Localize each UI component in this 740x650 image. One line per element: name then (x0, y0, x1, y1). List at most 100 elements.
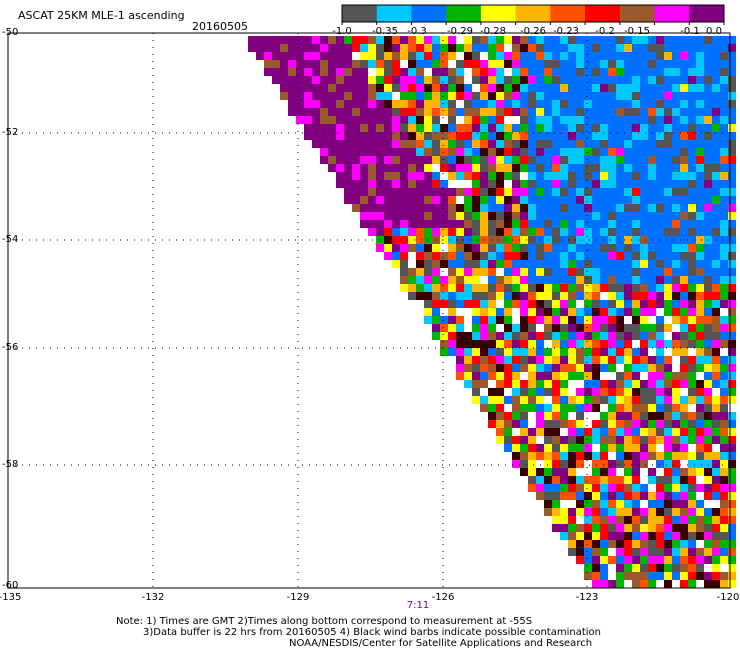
swath-cell (728, 556, 736, 564)
swath-cell (656, 284, 664, 292)
swath-cell (400, 172, 408, 180)
swath-cell (480, 140, 488, 148)
swath-cell (656, 276, 664, 284)
swath-cell (448, 68, 456, 76)
swath-cell (560, 164, 568, 172)
swath-cell (504, 164, 512, 172)
swath-cell (472, 52, 480, 60)
swath-cell (720, 444, 728, 452)
swath-cell (552, 516, 560, 524)
swath-cell (544, 428, 552, 436)
swath-cell (424, 188, 432, 196)
swath-cell (488, 212, 496, 220)
swath-cell (640, 404, 648, 412)
swath-cell (568, 132, 576, 140)
swath-cell (664, 508, 672, 516)
swath-cell (696, 156, 704, 164)
swath-cell (424, 220, 432, 228)
swath-cell (432, 324, 440, 332)
swath-cell (648, 156, 656, 164)
swath-cell (344, 180, 352, 188)
swath-cell (712, 436, 720, 444)
swath-cell (616, 484, 624, 492)
swath-cell (568, 164, 576, 172)
swath-cell (480, 84, 488, 92)
swath-cell (592, 300, 600, 308)
lat-label-58: -58 (2, 459, 19, 470)
swath-cell (504, 420, 512, 428)
swath-cell (568, 428, 576, 436)
swath-cell (432, 212, 440, 220)
swath-cell (616, 76, 624, 84)
swath-cell (424, 156, 432, 164)
swath-cell (712, 468, 720, 476)
swath-cell (680, 84, 688, 92)
swath-cell (704, 524, 712, 532)
swath-cell (480, 316, 488, 324)
swath-cell (560, 140, 568, 148)
swath-cell (496, 156, 504, 164)
swath-cell (688, 564, 696, 572)
swath-cell (496, 116, 504, 124)
swath-cell (656, 148, 664, 156)
swath-cell (680, 236, 688, 244)
swath-cell (360, 124, 368, 132)
swath-cell (392, 116, 400, 124)
swath-cell (712, 484, 720, 492)
swath-cell (584, 108, 592, 116)
swath-cell (320, 140, 328, 148)
swath-cell (712, 500, 720, 508)
swath-cell (544, 420, 552, 428)
swath-cell (712, 268, 720, 276)
swath-cell (472, 292, 480, 300)
swath-cell (664, 372, 672, 380)
swath-cell (720, 268, 728, 276)
swath-cell (448, 260, 456, 268)
swath-cell (520, 412, 528, 420)
swath-cell (640, 180, 648, 188)
swath-cell (536, 84, 544, 92)
swath-cell (728, 444, 736, 452)
swath-cell (648, 540, 656, 548)
swath-cell (464, 252, 472, 260)
swath-cell (496, 292, 504, 300)
swath-cell (640, 100, 648, 108)
swath-cell (544, 180, 552, 188)
swath-cell (616, 548, 624, 556)
swath-cell (600, 92, 608, 100)
swath-cell (632, 100, 640, 108)
swath-cell (480, 372, 488, 380)
swath-cell (424, 60, 432, 68)
swath-cell (392, 140, 400, 148)
swath-cell (584, 36, 592, 44)
swath-cell (712, 396, 720, 404)
swath-cell (600, 500, 608, 508)
swath-cell (456, 132, 464, 140)
swath-cell (424, 132, 432, 140)
swath-cell (600, 284, 608, 292)
swath-cell (456, 108, 464, 116)
swath-cell (688, 572, 696, 580)
swath-cell (720, 44, 728, 52)
swath-cell (728, 420, 736, 428)
swath-cell (248, 44, 256, 52)
swath-cell (648, 460, 656, 468)
swath-cell (712, 100, 720, 108)
swath-cell (432, 284, 440, 292)
swath-cell (704, 132, 712, 140)
swath-cell (448, 356, 456, 364)
swath-cell (488, 364, 496, 372)
swath-cell (728, 236, 736, 244)
swath-cell (680, 548, 688, 556)
swath-cell (520, 116, 528, 124)
swath-cell (432, 84, 440, 92)
note-line-1: Note: 1) Times are GMT 2)Times along bot… (116, 616, 533, 627)
swath-cell (720, 404, 728, 412)
swath-cell (536, 484, 544, 492)
swath-cell (560, 260, 568, 268)
swath-cell (720, 556, 728, 564)
swath-cell (592, 556, 600, 564)
swath-cell (680, 508, 688, 516)
swath-cell (392, 260, 400, 268)
swath-cell (720, 36, 728, 44)
